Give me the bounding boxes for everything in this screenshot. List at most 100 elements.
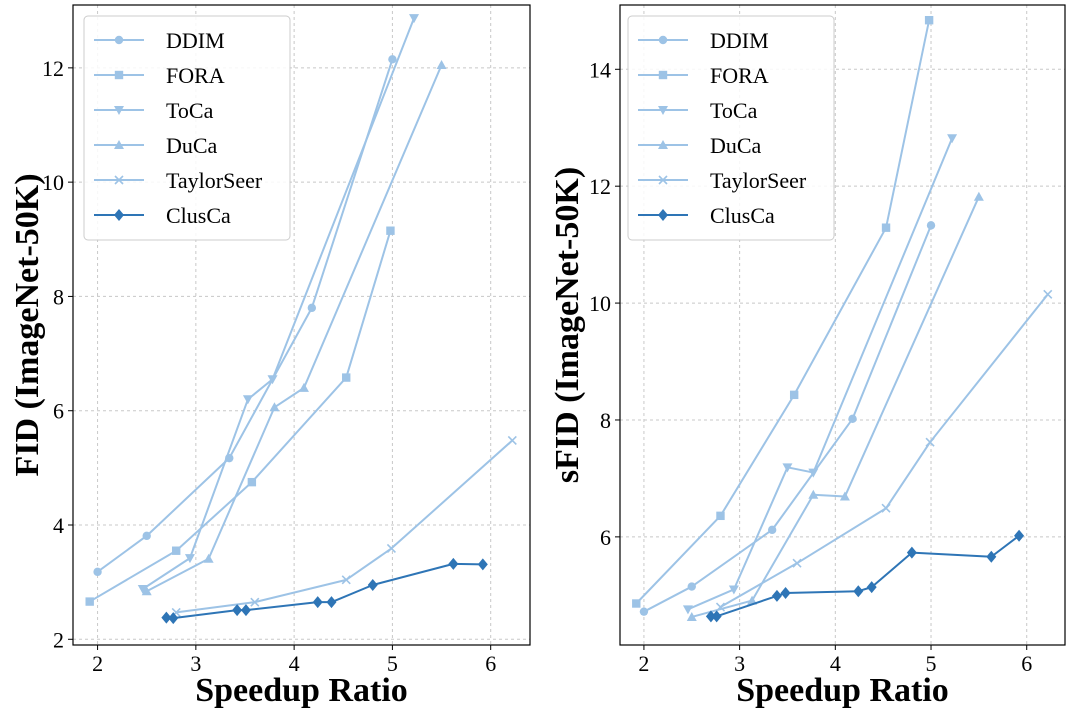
data-point — [247, 477, 257, 487]
chart-panel-2: 2 3 4 5 6 6 8 10 12 14 Speedup Ratio sFID (ImageNet… — [549, 4, 1066, 709]
y-tick-label: 12 — [589, 174, 611, 199]
legend-entry-ddim: DDIM — [638, 28, 769, 53]
data-point — [386, 226, 395, 235]
data-point — [85, 597, 94, 606]
data-point — [925, 437, 935, 447]
legend-label: ClusCa — [166, 203, 231, 228]
series-line — [89, 230, 392, 603]
y-tick-label: 2 — [53, 627, 64, 652]
x-tick-label: 5 — [926, 651, 937, 676]
legend-entry-taylorseer: TaylorSeer — [638, 168, 807, 193]
data-point — [171, 546, 181, 555]
series-fora — [632, 15, 934, 608]
legend-frame — [627, 15, 835, 241]
data-point — [767, 525, 777, 535]
x-tick-label: 2 — [638, 651, 649, 676]
data-point — [853, 585, 864, 598]
x-axis-label: Speedup Ratio — [195, 672, 408, 709]
data-point — [747, 595, 758, 605]
data-point — [326, 596, 337, 609]
x-tick-label: 5 — [387, 651, 398, 676]
legend-entry-duca: DuCa — [638, 133, 762, 158]
legend-marker — [658, 209, 668, 221]
legend-marker — [114, 175, 124, 185]
data-point — [792, 558, 802, 568]
data-point — [141, 586, 152, 596]
data-point — [184, 554, 195, 564]
data-point — [808, 468, 819, 478]
data-point — [1043, 289, 1053, 299]
data-point — [687, 582, 696, 591]
legend-marker — [658, 70, 668, 80]
plot-frame — [619, 4, 1066, 646]
data-point — [203, 553, 214, 563]
legend-entry-duca: DuCa — [94, 133, 218, 158]
legend: DDIM FORA ToCa DuCa TaylorSeer ClusCa — [83, 15, 291, 241]
legend-marker — [114, 70, 124, 80]
y-tick-label: 14 — [589, 57, 611, 82]
data-point — [771, 589, 782, 602]
data-point — [924, 15, 934, 25]
legend-label: TaylorSeer — [710, 168, 807, 193]
data-point — [881, 503, 891, 513]
data-point — [267, 375, 278, 385]
data-point — [947, 134, 958, 144]
legend-marker — [658, 175, 668, 185]
series-line — [643, 224, 932, 613]
data-point — [986, 550, 997, 563]
legend-entry-toca: ToCa — [638, 98, 758, 123]
data-point — [448, 557, 459, 570]
x-tick-label: 4 — [289, 651, 300, 676]
data-point — [716, 511, 725, 521]
data-point — [808, 489, 819, 499]
series-toca — [682, 134, 958, 615]
data-point — [728, 585, 739, 595]
legend-marker — [114, 209, 124, 221]
data-point — [789, 390, 799, 400]
y-tick-label: 8 — [600, 408, 611, 433]
legend-entry-taylorseer: TaylorSeer — [94, 168, 263, 193]
y-axis-label: FID (ImageNet-50K) — [9, 173, 46, 476]
series-clusca — [161, 557, 488, 625]
legend-label: DDIM — [710, 28, 769, 53]
legend-label: ClusCa — [710, 203, 775, 228]
legend-label: TaylorSeer — [166, 168, 263, 193]
data-point — [881, 223, 891, 232]
legend-label: FORA — [710, 63, 769, 88]
data-point — [782, 463, 793, 473]
y-tick-label: 8 — [53, 284, 64, 309]
data-point — [848, 414, 857, 424]
data-point — [780, 586, 791, 599]
data-point — [866, 581, 877, 594]
legend-entry-fora: FORA — [94, 63, 225, 88]
data-point — [240, 604, 251, 617]
data-point — [926, 221, 936, 230]
data-point — [298, 382, 309, 392]
x-tick-label: 4 — [830, 651, 841, 676]
data-point — [137, 585, 148, 594]
data-point — [639, 607, 649, 616]
legend: DDIM FORA ToCa DuCa TaylorSeer ClusCa — [627, 15, 835, 241]
plot-frame — [72, 4, 531, 646]
legend-entry-clusca: ClusCa — [94, 203, 231, 228]
x-axis-label: Speedup Ratio — [736, 672, 949, 709]
y-axis-label: sFID (ImageNet-50K) — [549, 167, 586, 483]
x-tick-label: 3 — [734, 651, 745, 676]
data-point — [341, 575, 351, 585]
x-tick-label: 3 — [190, 651, 201, 676]
legend-label: FORA — [166, 63, 225, 88]
legend-marker — [658, 106, 668, 115]
data-point — [715, 602, 726, 612]
data-point — [839, 491, 850, 501]
legend-marker — [114, 35, 124, 45]
data-point — [161, 611, 172, 624]
series-taylorseer — [171, 435, 517, 617]
series-taylorseer — [715, 289, 1053, 612]
data-point — [632, 599, 641, 608]
y-tick-label: 10 — [589, 291, 611, 316]
y-tick-label: 6 — [600, 525, 611, 550]
data-point — [409, 14, 420, 24]
legend-entry-clusca: ClusCa — [638, 203, 775, 228]
